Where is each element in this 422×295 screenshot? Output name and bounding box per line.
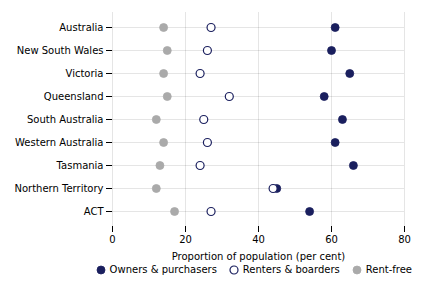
- svg-text:0: 0: [109, 234, 115, 245]
- svg-text:Australia: Australia: [59, 22, 103, 33]
- svg-text:20: 20: [179, 234, 192, 245]
- svg-text:80: 80: [398, 234, 411, 245]
- svg-text:South Australia: South Australia: [27, 114, 103, 125]
- html-text:Renters & boarders: Renters & boarders: [242, 264, 340, 275]
- svg-text:40: 40: [252, 234, 265, 245]
- svg-text:Western Australia: Western Australia: [15, 137, 103, 148]
- svg-text:Queensland: Queensland: [44, 91, 104, 102]
- svg-text:New South Wales: New South Wales: [17, 45, 104, 56]
- html-text:Rent-free: Rent-free: [365, 264, 412, 275]
- svg-text:Northern Territory: Northern Territory: [14, 183, 103, 194]
- svg-text:Tasmania: Tasmania: [56, 160, 104, 171]
- svg-text:Victoria: Victoria: [66, 68, 104, 79]
- svg-text:Proportion of population (per: Proportion of population (per cent): [172, 251, 346, 262]
- svg-text:ACT: ACT: [84, 206, 105, 217]
- svg-text:60: 60: [325, 234, 338, 245]
- html-text:Owners & purchasers: Owners & purchasers: [109, 264, 217, 275]
